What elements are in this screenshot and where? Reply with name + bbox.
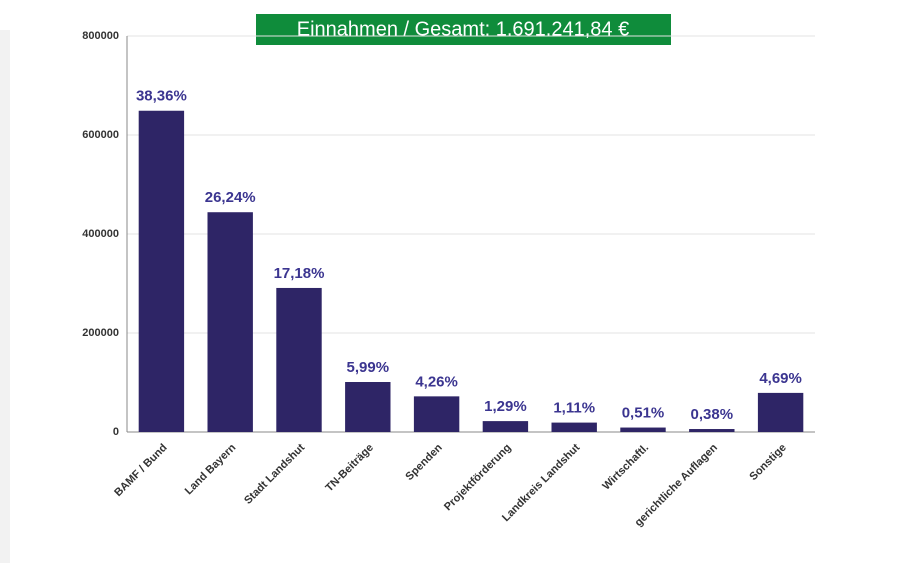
bar [689, 429, 735, 432]
bar [620, 427, 666, 432]
bar [276, 287, 322, 432]
bar [551, 422, 597, 432]
left-shade [0, 30, 10, 563]
value-label: 26,24% [205, 189, 256, 206]
y-tick-label: 800000 [82, 30, 119, 42]
bar [757, 392, 804, 432]
value-label: 4,69% [759, 370, 802, 387]
bar [413, 396, 460, 432]
bar [138, 110, 185, 433]
bar [345, 382, 391, 432]
value-label: 4,26% [415, 373, 458, 390]
value-label: 1,29% [484, 398, 527, 415]
value-label: 17,18% [274, 265, 325, 282]
chart-title: Einnahmen / Gesamt: 1.691.241,84 € [297, 18, 629, 40]
value-label: 38,36% [136, 88, 187, 105]
y-tick-label: 200000 [82, 327, 119, 339]
value-label: 0,51% [622, 405, 665, 422]
y-tick-label: 600000 [82, 129, 119, 141]
y-tick-label: 0 [113, 426, 119, 438]
value-label: 5,99% [347, 359, 390, 376]
y-tick-label: 400000 [82, 228, 119, 240]
bar [207, 212, 253, 432]
bar [482, 421, 529, 432]
title-box [256, 14, 671, 45]
value-label: 1,11% [553, 400, 595, 417]
value-label: 0,38% [691, 406, 734, 423]
